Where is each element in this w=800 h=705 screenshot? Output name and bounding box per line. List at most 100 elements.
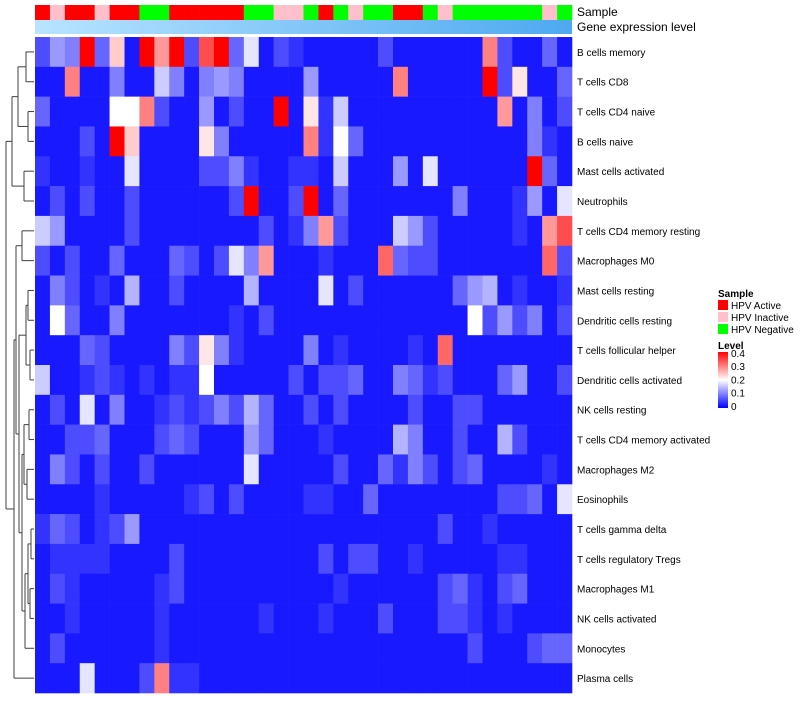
heatmap-cell xyxy=(64,335,81,366)
heatmap-cell xyxy=(318,126,334,157)
sample-track-cell xyxy=(557,5,573,20)
heatmap-cell xyxy=(169,335,185,366)
heatmap-cell xyxy=(363,186,379,217)
heatmap-cell xyxy=(407,633,424,664)
heatmap-cell xyxy=(407,186,424,217)
heatmap-cell xyxy=(258,543,274,575)
sample-track-cell xyxy=(214,5,230,20)
heatmap-cell xyxy=(288,335,304,366)
heatmap-cell xyxy=(243,186,260,217)
heatmap-cell xyxy=(139,484,155,515)
heatmap-cell xyxy=(94,37,110,68)
heatmap-cell xyxy=(437,365,453,396)
row-label: Dendritic cells activated xyxy=(577,376,682,387)
heatmap-cell xyxy=(35,633,51,664)
heatmap-cell xyxy=(35,424,51,455)
heatmap-cell xyxy=(407,454,424,485)
heatmap-cell xyxy=(64,543,81,575)
row-dendrogram xyxy=(5,51,34,679)
heatmap-cell xyxy=(139,186,155,217)
heatmap-cell xyxy=(378,484,394,515)
heatmap-cell xyxy=(333,66,349,97)
heatmap-cell xyxy=(333,126,349,157)
legend-level-tick: 0 xyxy=(731,402,737,413)
heatmap-cell xyxy=(452,245,468,276)
heatmap-cell xyxy=(363,156,379,187)
heatmap-cell xyxy=(542,484,558,515)
row-label: T cells CD4 memory resting xyxy=(577,227,700,238)
heatmap-cell xyxy=(333,37,349,68)
heatmap-cell xyxy=(124,156,140,187)
sample-track-cell xyxy=(378,5,394,20)
heatmap-cell xyxy=(273,394,289,425)
heatmap-cell xyxy=(482,126,498,157)
heatmap-cell xyxy=(94,275,110,306)
row-label: T cells gamma delta xyxy=(577,525,667,536)
heatmap-cell xyxy=(422,484,439,515)
heatmap-cell xyxy=(35,514,51,545)
heatmap-cell xyxy=(124,424,140,455)
heatmap-cell xyxy=(482,66,498,97)
heatmap-cell xyxy=(94,663,110,694)
heatmap-cell xyxy=(348,394,364,425)
heatmap-cell xyxy=(35,305,51,336)
heatmap-cell xyxy=(64,394,81,425)
heatmap-cell xyxy=(49,573,66,604)
heatmap-cell xyxy=(437,215,453,247)
heatmap-cell xyxy=(64,514,81,545)
heatmap-cell xyxy=(318,96,334,127)
heatmap-cell xyxy=(348,215,364,247)
heatmap-cell xyxy=(258,514,274,545)
heatmap-cell xyxy=(243,37,260,68)
heatmap-cell xyxy=(139,543,155,575)
heatmap-cell xyxy=(482,633,498,664)
heatmap-cell xyxy=(557,573,573,604)
heatmap-cell xyxy=(407,275,424,306)
heatmap-cell xyxy=(154,454,170,485)
heatmap-cell xyxy=(557,37,573,68)
heatmap-cell xyxy=(109,424,125,455)
sample-track-cell xyxy=(139,5,155,20)
heatmap-cell xyxy=(184,394,200,425)
heatmap-cell xyxy=(527,215,543,247)
heatmap-cell xyxy=(79,424,95,455)
heatmap-cell xyxy=(228,573,245,604)
heatmap-cell xyxy=(378,394,394,425)
heatmap-cell xyxy=(363,365,379,396)
heatmap-cell xyxy=(363,335,379,366)
heatmap-cell xyxy=(288,663,304,694)
heatmap-cell xyxy=(109,663,125,694)
heatmap-cell xyxy=(64,365,81,396)
heatmap-cell xyxy=(482,245,498,276)
heatmap-cell xyxy=(482,424,498,455)
heatmap-cell xyxy=(243,514,260,545)
heatmap-cell xyxy=(333,186,349,217)
heatmap-cell xyxy=(124,454,140,485)
heatmap-cell xyxy=(154,66,170,97)
heatmap-cell xyxy=(542,186,558,217)
heatmap-cell xyxy=(318,186,334,217)
track-labels: Sample Gene expression level xyxy=(577,5,696,34)
heatmap-cell xyxy=(348,66,364,97)
heatmap-cell xyxy=(169,245,185,276)
heatmap-cell xyxy=(348,335,364,366)
heatmap-cell xyxy=(154,126,170,157)
heatmap-cell xyxy=(49,365,66,396)
heatmap-cell xyxy=(497,305,513,336)
heatmap-cell xyxy=(378,186,394,217)
heatmap-cell xyxy=(64,603,81,634)
heatmap-cell xyxy=(542,126,558,157)
heatmap-cell xyxy=(228,96,245,127)
sample-track-cell xyxy=(393,5,409,20)
heatmap-cell xyxy=(214,633,230,664)
heatmap-cell xyxy=(303,424,319,455)
heatmap-cell xyxy=(258,37,274,68)
heatmap-cell xyxy=(214,543,230,575)
heatmap-cell xyxy=(452,365,468,396)
sample-track-cell xyxy=(169,5,185,20)
heatmap-cell xyxy=(348,424,364,455)
heatmap-cell xyxy=(169,663,185,694)
heatmap-cell xyxy=(214,66,230,97)
heatmap-cell xyxy=(437,663,453,694)
heatmap-cell xyxy=(467,126,483,157)
